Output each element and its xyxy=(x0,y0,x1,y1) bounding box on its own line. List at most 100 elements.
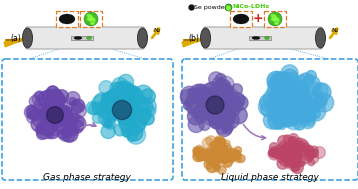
Circle shape xyxy=(209,98,219,107)
Circle shape xyxy=(51,110,64,124)
Circle shape xyxy=(231,152,240,160)
Circle shape xyxy=(223,158,228,163)
Circle shape xyxy=(137,108,151,121)
Circle shape xyxy=(195,112,206,123)
Circle shape xyxy=(206,96,224,114)
Circle shape xyxy=(118,84,130,95)
Circle shape xyxy=(269,90,280,101)
Circle shape xyxy=(300,104,308,112)
Circle shape xyxy=(64,131,71,138)
Circle shape xyxy=(294,118,305,130)
Circle shape xyxy=(114,124,126,136)
Circle shape xyxy=(54,106,61,113)
Circle shape xyxy=(229,149,237,157)
Circle shape xyxy=(194,149,207,161)
Circle shape xyxy=(204,82,221,99)
Circle shape xyxy=(207,95,216,105)
Circle shape xyxy=(220,85,232,97)
Circle shape xyxy=(296,152,301,157)
Circle shape xyxy=(50,111,61,122)
Circle shape xyxy=(298,97,306,105)
Circle shape xyxy=(48,108,56,116)
Circle shape xyxy=(274,19,276,21)
Circle shape xyxy=(207,103,220,116)
Circle shape xyxy=(106,104,123,121)
Circle shape xyxy=(277,19,279,20)
Circle shape xyxy=(273,88,287,102)
Circle shape xyxy=(214,155,222,163)
Circle shape xyxy=(87,18,89,20)
Circle shape xyxy=(287,145,296,155)
Circle shape xyxy=(210,113,221,124)
Circle shape xyxy=(282,69,298,86)
Circle shape xyxy=(229,150,237,158)
Circle shape xyxy=(220,151,226,157)
Circle shape xyxy=(308,153,319,163)
Circle shape xyxy=(111,100,129,118)
Circle shape xyxy=(211,95,222,106)
Circle shape xyxy=(289,156,296,163)
Circle shape xyxy=(219,91,234,106)
Circle shape xyxy=(128,87,142,101)
Circle shape xyxy=(216,110,228,122)
Circle shape xyxy=(90,19,92,21)
Circle shape xyxy=(185,96,203,114)
Circle shape xyxy=(43,89,56,103)
Circle shape xyxy=(48,105,63,120)
Circle shape xyxy=(208,98,219,109)
Circle shape xyxy=(131,121,138,128)
Circle shape xyxy=(277,109,289,121)
Circle shape xyxy=(92,112,103,123)
Circle shape xyxy=(124,98,142,117)
Circle shape xyxy=(284,143,289,149)
Circle shape xyxy=(103,98,115,110)
Circle shape xyxy=(223,120,234,131)
Circle shape xyxy=(116,105,132,121)
Circle shape xyxy=(213,141,222,149)
Circle shape xyxy=(214,100,228,113)
Circle shape xyxy=(123,101,137,115)
Circle shape xyxy=(214,164,219,170)
Circle shape xyxy=(300,114,315,129)
Circle shape xyxy=(59,99,65,105)
Circle shape xyxy=(310,91,328,109)
Circle shape xyxy=(210,103,226,119)
Circle shape xyxy=(209,72,223,86)
Circle shape xyxy=(209,94,218,102)
Ellipse shape xyxy=(200,28,211,48)
Circle shape xyxy=(277,18,279,20)
Circle shape xyxy=(57,105,69,118)
Circle shape xyxy=(206,136,216,146)
Circle shape xyxy=(289,88,306,104)
Ellipse shape xyxy=(87,36,92,40)
Circle shape xyxy=(302,91,310,98)
Circle shape xyxy=(120,119,132,130)
Circle shape xyxy=(117,106,124,113)
Circle shape xyxy=(115,103,132,120)
Circle shape xyxy=(301,153,312,164)
Circle shape xyxy=(194,147,205,158)
Circle shape xyxy=(281,143,292,154)
Circle shape xyxy=(275,18,277,20)
Circle shape xyxy=(190,84,207,102)
Circle shape xyxy=(229,156,235,162)
Circle shape xyxy=(298,144,305,151)
Circle shape xyxy=(284,151,293,160)
Circle shape xyxy=(93,18,95,20)
Circle shape xyxy=(61,117,76,132)
Circle shape xyxy=(212,97,223,108)
Circle shape xyxy=(316,101,324,108)
Circle shape xyxy=(223,158,232,167)
Circle shape xyxy=(197,153,205,161)
Circle shape xyxy=(288,110,303,125)
Circle shape xyxy=(209,88,219,98)
Circle shape xyxy=(202,149,210,158)
Circle shape xyxy=(270,110,282,122)
Circle shape xyxy=(118,101,128,112)
Circle shape xyxy=(285,156,295,167)
Circle shape xyxy=(207,152,213,159)
Circle shape xyxy=(284,155,294,164)
Circle shape xyxy=(290,157,298,165)
Circle shape xyxy=(274,148,280,154)
Circle shape xyxy=(219,152,231,164)
